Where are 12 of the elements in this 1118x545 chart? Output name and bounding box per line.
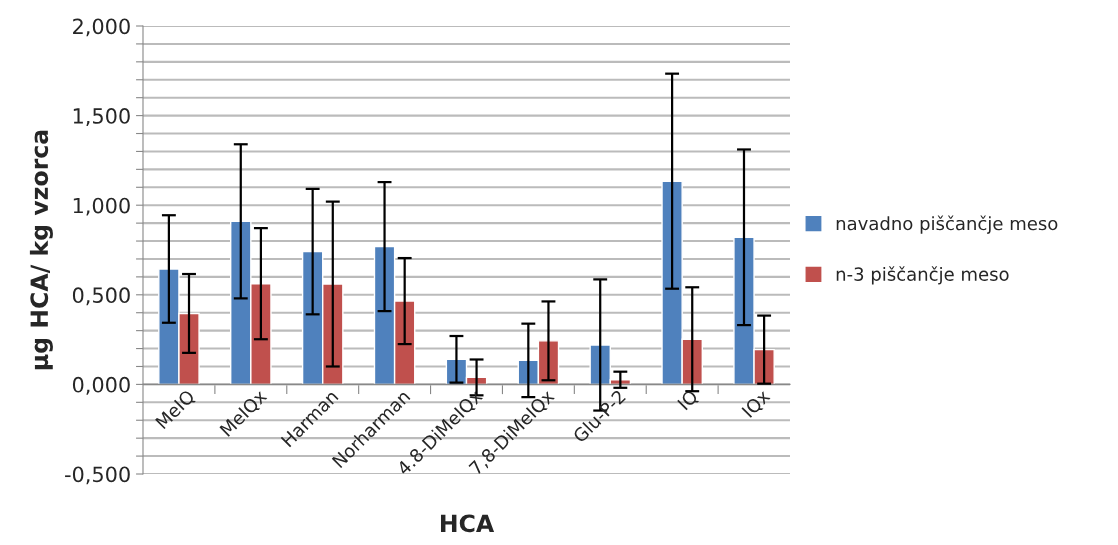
x-tick-label: IQ [677,388,700,412]
y-tick-label: 0,000 [72,376,130,395]
legend-label: navadno piščančje meso [836,215,1058,234]
x-tick-label: IQx [741,388,773,420]
y-tick-label: -0,500 [65,466,130,485]
x-axis-title: HCA [440,514,495,533]
legend-label: n-3 piščančje meso [836,266,1009,285]
y-tick-label: 1,000 [73,197,130,216]
y-tick-label: 2,000 [73,18,130,37]
y-tick-label: 0,500 [72,287,130,306]
y-tick-label: 1,500 [73,108,130,126]
y-axis-title: µg HCA/ kg vzorca [29,130,53,370]
